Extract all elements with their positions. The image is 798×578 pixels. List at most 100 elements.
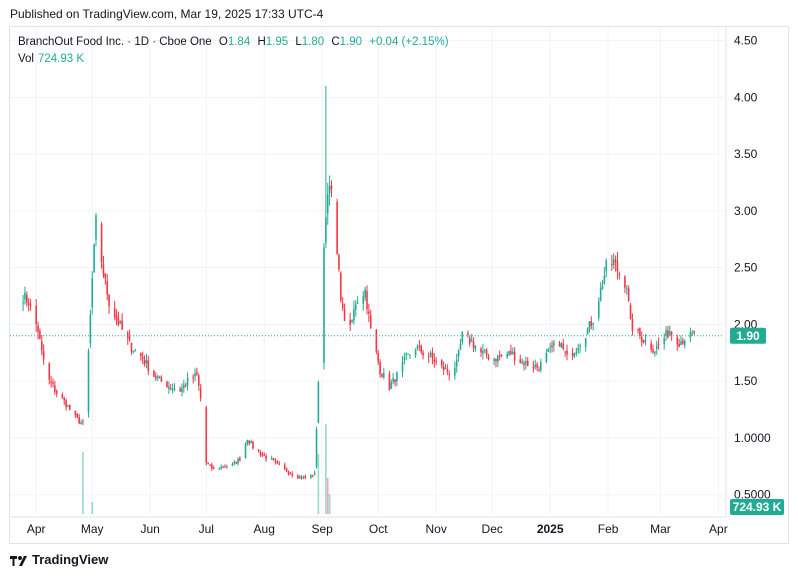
candle-body xyxy=(366,291,368,310)
candle-body xyxy=(368,311,370,314)
candle-body xyxy=(257,449,260,452)
candle-body xyxy=(469,338,471,344)
candle-body xyxy=(29,304,32,306)
candle-body xyxy=(691,333,694,335)
footer[interactable]: TradingView xyxy=(10,552,108,567)
candle-body xyxy=(549,346,551,348)
candle-body xyxy=(457,349,460,357)
candle-body xyxy=(78,416,80,424)
candle-body xyxy=(545,352,548,363)
candle-body xyxy=(495,358,497,362)
candle-body xyxy=(597,301,600,318)
chart-frame xyxy=(9,26,789,544)
legend-symbol: BranchOut Food Inc. · 1D · Cboe One xyxy=(18,36,212,48)
candle-body xyxy=(611,263,613,265)
candle-body xyxy=(381,373,383,377)
candle-body xyxy=(353,309,355,321)
candle-body xyxy=(627,288,630,301)
candle-body xyxy=(270,458,273,460)
candle-body xyxy=(183,384,185,389)
x-tick-label: Dec xyxy=(482,522,503,536)
candle-body xyxy=(349,320,351,325)
candle-body xyxy=(414,349,417,356)
candle-body xyxy=(571,353,574,357)
candle-body xyxy=(485,350,488,356)
candle-body xyxy=(69,404,71,410)
volume-value: 724.93 K xyxy=(38,53,85,65)
candle-body xyxy=(289,473,292,475)
candle-body xyxy=(326,194,329,214)
candle-body xyxy=(455,359,458,367)
candle-body xyxy=(315,429,318,467)
candle-body xyxy=(239,458,241,461)
candle-body xyxy=(510,351,512,355)
candle-body xyxy=(313,472,316,476)
candle-body xyxy=(259,452,262,456)
candle-body xyxy=(369,315,372,328)
candle-body xyxy=(401,361,404,373)
candle-body xyxy=(237,458,239,464)
candle-body xyxy=(513,351,516,361)
candle-body xyxy=(379,362,381,375)
legend-close: 1.90 xyxy=(339,36,363,48)
x-tick-label: Sep xyxy=(311,522,333,536)
y-tick-label: 2.50 xyxy=(734,261,758,275)
candle-body xyxy=(493,358,495,361)
candle-body xyxy=(55,390,58,394)
candle-body xyxy=(194,373,196,377)
candle-body xyxy=(39,330,41,339)
x-tick-label: Oct xyxy=(369,522,388,536)
candle-body xyxy=(655,345,658,349)
candle-body xyxy=(422,352,424,356)
candle-body xyxy=(40,341,43,351)
candle-body xyxy=(328,186,331,194)
candle-body xyxy=(298,476,301,478)
candle-body xyxy=(156,376,159,378)
candle-body xyxy=(508,350,510,355)
candle-body xyxy=(538,369,540,372)
candle-body xyxy=(639,328,641,336)
legend-open: 1.84 xyxy=(227,36,251,48)
candle-body xyxy=(644,340,647,342)
candle-body xyxy=(461,331,464,343)
candle-body xyxy=(670,332,673,335)
candle-body xyxy=(52,382,54,385)
candle-body xyxy=(498,355,501,357)
y-tick-label: 4.00 xyxy=(734,90,758,104)
candle-body xyxy=(448,373,451,375)
candle-body xyxy=(403,357,406,360)
candle-body xyxy=(89,314,92,344)
candle-body xyxy=(104,273,107,279)
volume-legend: Vol 724.93 K xyxy=(18,53,84,65)
candle-body xyxy=(657,343,660,345)
candle-body xyxy=(590,321,593,327)
candle-body xyxy=(192,377,194,379)
candle-body xyxy=(212,467,215,469)
candle-body xyxy=(454,367,456,376)
candle-body xyxy=(356,302,359,304)
candle-body xyxy=(584,338,587,347)
candle-body xyxy=(553,342,555,346)
candle-body xyxy=(405,354,408,356)
candle-body xyxy=(364,289,366,298)
legend-high-label: H xyxy=(257,36,266,48)
candle-body xyxy=(526,360,529,367)
volume-tag-bg xyxy=(730,499,784,515)
candle-body xyxy=(169,388,172,390)
candle-body xyxy=(663,338,665,345)
candle-body xyxy=(420,345,423,353)
candle-body xyxy=(67,405,69,407)
candle-body xyxy=(689,332,692,338)
legend-low-label: L xyxy=(295,36,302,48)
candle-body xyxy=(231,463,234,466)
candle-body xyxy=(566,350,568,355)
candle-body xyxy=(263,454,265,456)
candle-body xyxy=(693,331,695,333)
price-tags: 1.90 724.93 K xyxy=(730,327,784,515)
candle-body xyxy=(108,294,110,307)
candle-body xyxy=(160,377,163,382)
candle-body xyxy=(184,385,187,387)
candle-body xyxy=(27,302,30,306)
